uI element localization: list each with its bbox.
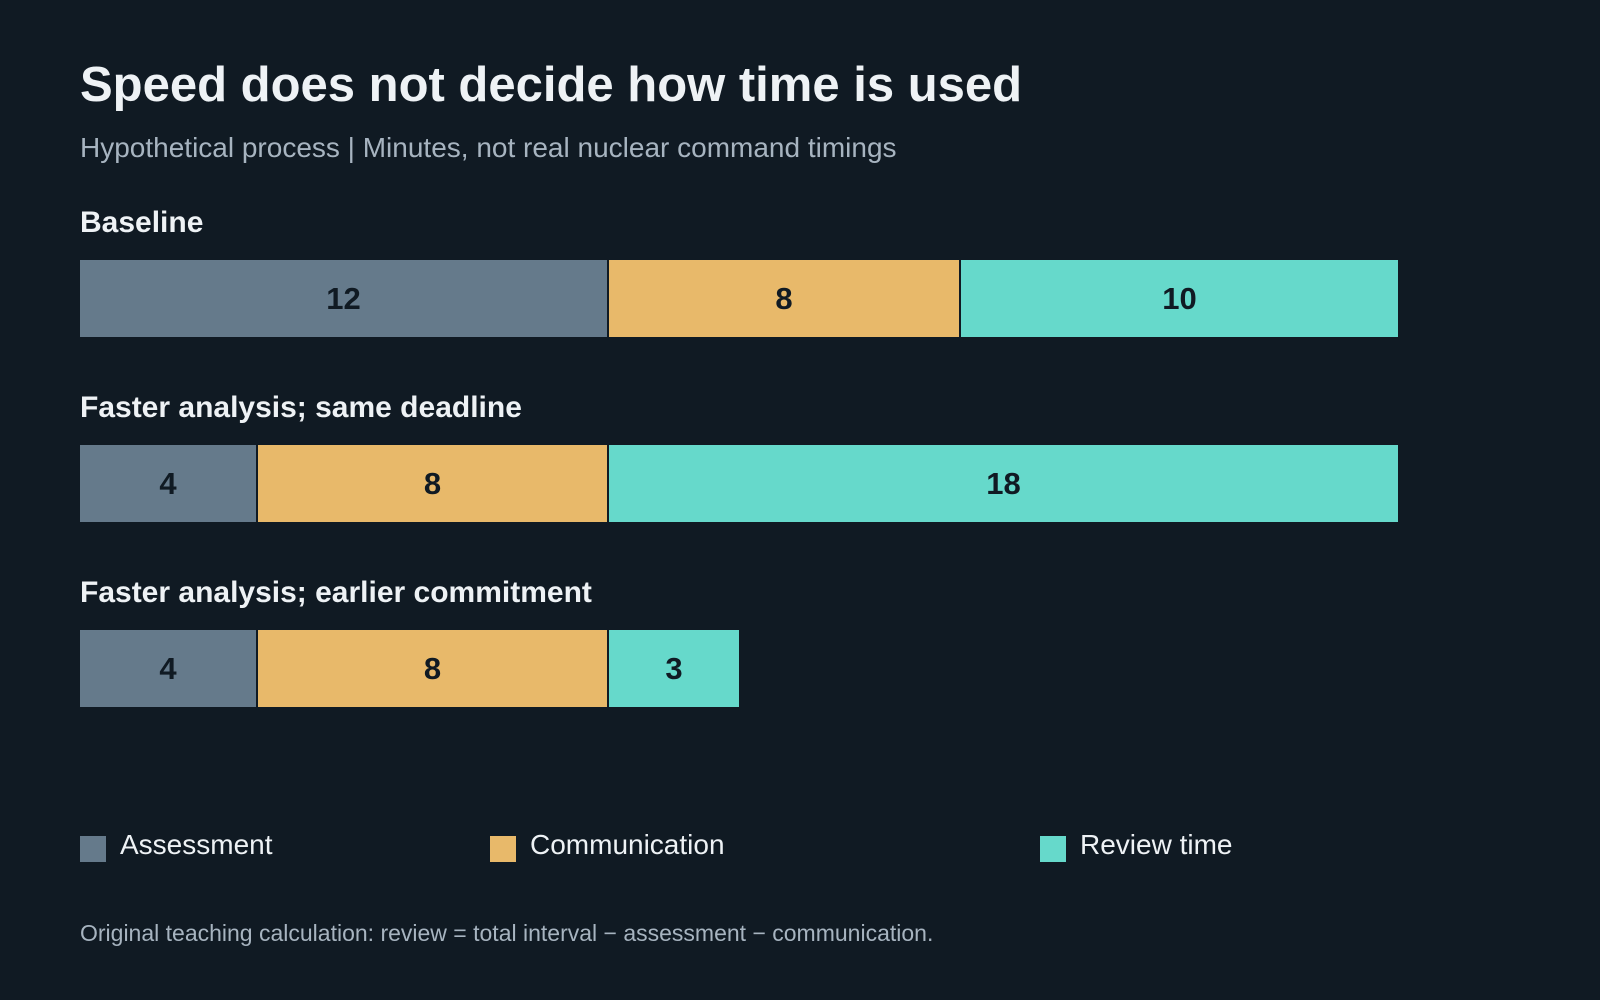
data-label: 8 [423, 465, 442, 501]
bar-segment-assessment: 4 [80, 445, 256, 522]
legend-swatch [80, 836, 106, 862]
legend-swatch [1040, 836, 1066, 862]
data-label: 18 [986, 465, 1021, 501]
legend-label: Review time [1080, 829, 1233, 860]
legend-item-assessment: Assessment [80, 829, 273, 862]
legend-label: Communication [530, 829, 725, 860]
data-label: 8 [423, 650, 442, 686]
bar-segment-review-time: 18 [607, 445, 1398, 522]
bar-segment-assessment: 4 [80, 630, 256, 707]
bar-segment-assessment: 12 [80, 260, 607, 337]
legend-label: Assessment [120, 829, 273, 860]
legend-item-review-time: Review time [1040, 829, 1233, 862]
data-label: 8 [775, 280, 793, 316]
data-label: 3 [665, 650, 683, 686]
data-label: 4 [159, 465, 177, 501]
chart-subtitle: Hypothetical process | Minutes, not real… [80, 132, 897, 163]
bar-row-faster-analysis-earlier-commitment: 4 8 3 [80, 630, 1398, 707]
legend-item-communication: Communication [490, 829, 725, 862]
row-label-faster-analysis-earlier-commitment: Faster analysis; earlier commitment [80, 576, 592, 609]
bar-row-faster-analysis-same-deadline: 4 8 18 [80, 445, 1398, 522]
legend-swatch [490, 836, 516, 862]
bar-segment-communication: 8 [607, 260, 959, 337]
bar-segment-communication: 8 [256, 630, 607, 707]
bar-row-baseline: 12 8 10 [80, 260, 1398, 337]
bar-segment-communication: 8 [256, 445, 607, 522]
footnote: Original teaching calculation: review = … [80, 920, 934, 946]
data-label: 4 [159, 650, 177, 686]
row-label-faster-analysis-same-deadline: Faster analysis; same deadline [80, 391, 522, 424]
chart-title: Speed does not decide how time is used [80, 58, 1023, 112]
bar-segment-review-time: 3 [607, 630, 739, 707]
data-label: 10 [1162, 280, 1197, 316]
bar-segment-review-time: 10 [959, 260, 1398, 337]
row-label-baseline: Baseline [80, 206, 204, 239]
data-label: 12 [326, 280, 361, 316]
